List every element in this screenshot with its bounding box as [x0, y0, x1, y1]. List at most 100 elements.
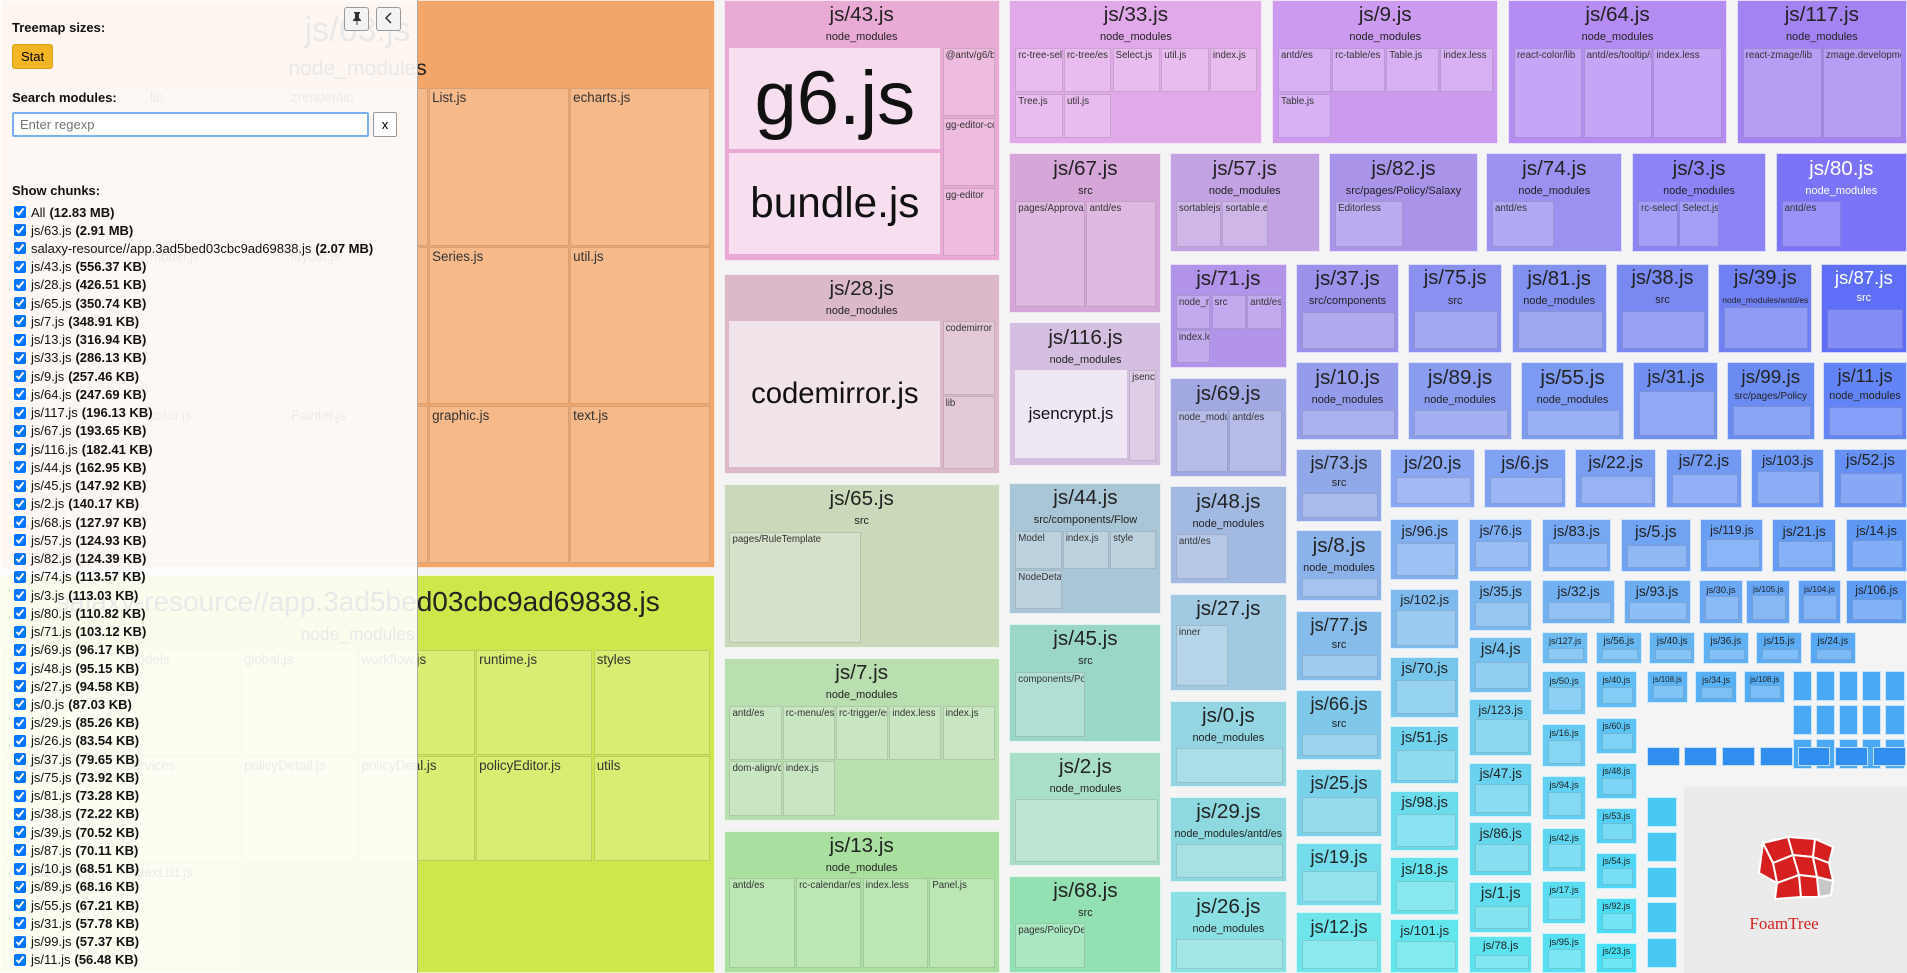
chunk-cell[interactable]: js/52.js	[1834, 448, 1907, 509]
chunk-cell[interactable]: js/40.js	[1595, 671, 1637, 708]
chunk-cell[interactable]: js/74.js node_modules antd/es	[1486, 153, 1623, 252]
chunk-cell[interactable]: js/71.js node_modulessrcantd/es index.less	[1169, 263, 1287, 369]
chunk-cell[interactable]: js/28.js node_modules codemirror.js codemir…	[723, 273, 1000, 475]
chunk-cell[interactable]: js/38.js src	[1616, 263, 1709, 353]
chunk-checkbox[interactable]	[14, 680, 26, 693]
chunk-cell[interactable]: js/53.js	[1595, 807, 1637, 845]
stat-button[interactable]: Stat	[12, 44, 53, 69]
chunk-cell[interactable]: js/50.js	[1542, 671, 1586, 716]
chunk-cell[interactable]: js/80.js node_modules antd/es	[1775, 153, 1907, 252]
chunk-cell[interactable]: js/55.js node_modules	[1521, 362, 1624, 441]
chunk-cell[interactable]: js/26.js node_modules	[1169, 891, 1287, 973]
chunk-checkbox[interactable]	[14, 443, 26, 456]
chunk-cell[interactable]: js/43.js node_modules g6.js bundle.js @antv/…	[723, 0, 1000, 262]
chunk-checkbox[interactable]	[14, 899, 26, 912]
chunk-cell[interactable]: js/108.js	[1646, 671, 1689, 703]
chunk-cell[interactable]: js/0.js node_modules	[1169, 700, 1287, 787]
chunk-cell[interactable]: js/123.js	[1469, 699, 1533, 757]
chunk-cell[interactable]: js/18.js	[1390, 857, 1460, 915]
chunk-cell[interactable]: js/4.js	[1469, 637, 1533, 694]
chunk-cell[interactable]: js/47.js	[1469, 762, 1533, 818]
chunk-cell[interactable]: js/106.js	[1846, 580, 1907, 624]
pin-button[interactable]	[344, 7, 369, 31]
chunk-cell[interactable]: js/34.js	[1695, 671, 1737, 703]
chunk-cell[interactable]: js/72.js	[1666, 448, 1742, 509]
chunk-checkbox[interactable]	[14, 953, 26, 966]
chunk-cell[interactable]: js/13.js node_modules antd/es rc-calendar/e…	[723, 830, 1000, 973]
chunk-cell[interactable]: js/32.js	[1542, 580, 1616, 624]
chunk-cell[interactable]: js/65.js src pages/RuleTemplate	[723, 484, 1000, 649]
chunk-checkbox[interactable]	[14, 917, 26, 930]
collapse-button[interactable]	[376, 7, 401, 31]
clear-button[interactable]: x	[373, 112, 397, 137]
chunk-cell[interactable]: js/93.js	[1623, 580, 1691, 624]
chunk-cell[interactable]: js/29.js node_modules/antd/es	[1169, 796, 1287, 882]
chunk-cell[interactable]: js/42.js	[1542, 828, 1586, 872]
chunk-checkbox[interactable]	[14, 224, 26, 237]
chunk-checkbox[interactable]	[14, 315, 26, 328]
chunk-checkbox[interactable]	[14, 370, 26, 383]
chunk-cell[interactable]: js/21.js	[1772, 519, 1837, 572]
chunk-cell[interactable]: js/45.js src components/PolicyDetail/RuleM…	[1009, 623, 1162, 742]
chunk-cell[interactable]: js/14.js	[1846, 519, 1907, 572]
chunk-checkbox[interactable]	[14, 297, 26, 310]
chunk-cell[interactable]: js/27.js inner	[1169, 593, 1287, 691]
chunk-cell[interactable]: js/23.js	[1595, 942, 1637, 973]
chunk-checkbox[interactable]	[14, 351, 26, 364]
chunk-cell[interactable]: js/60.js	[1595, 717, 1637, 755]
chunk-checkbox[interactable]	[14, 716, 26, 729]
chunk-cell[interactable]: js/8.js node_modules	[1296, 530, 1382, 601]
chunk-cell[interactable]: js/75.js src	[1408, 263, 1502, 353]
chunk-cell[interactable]: js/31.js	[1633, 362, 1719, 441]
chunk-cell[interactable]: js/1.js	[1469, 881, 1533, 933]
chunk-cell[interactable]: js/98.js	[1390, 790, 1460, 852]
chunk-checkbox[interactable]	[14, 844, 26, 857]
chunk-cell[interactable]: js/81.js node_modules	[1511, 263, 1607, 353]
chunk-cell[interactable]: js/70.js	[1390, 656, 1460, 718]
chunk-checkbox[interactable]	[14, 807, 26, 820]
chunk-checkbox[interactable]	[14, 260, 26, 273]
chunk-cell[interactable]: js/11.js node_modules	[1823, 362, 1907, 441]
chunk-checkbox[interactable]	[14, 278, 26, 291]
chunk-cell[interactable]: js/101.js	[1390, 919, 1460, 973]
chunk-cell[interactable]: js/96.js	[1390, 519, 1460, 581]
chunk-cell[interactable]: js/104.js	[1797, 580, 1842, 624]
chunk-cell[interactable]: js/25.js	[1296, 768, 1382, 837]
chunk-cell[interactable]: js/37.js src/components	[1296, 263, 1399, 353]
chunk-cell[interactable]: js/48.js node_modules antd/es	[1169, 486, 1287, 584]
chunk-checkbox[interactable]	[14, 880, 26, 893]
chunk-checkbox[interactable]	[14, 388, 26, 401]
chunk-cell[interactable]: js/22.js	[1574, 448, 1657, 509]
chunk-cell[interactable]: js/17.js	[1542, 880, 1586, 925]
chunk-cell[interactable]: js/78.js	[1469, 936, 1533, 973]
chunk-checkbox[interactable]	[14, 662, 26, 674]
chunk-cell[interactable]: js/64.js node_modules react-color/lib antd/…	[1508, 0, 1727, 144]
chunk-cell[interactable]: js/66.js src	[1296, 689, 1382, 761]
chunk-cell[interactable]: js/33.js node_modules rc-tree-selectrc-tre…	[1009, 0, 1263, 144]
chunk-cell[interactable]: js/89.js node_modules	[1408, 362, 1512, 441]
chunk-cell[interactable]: js/87.js src	[1820, 263, 1907, 353]
chunk-cell[interactable]: js/99.js src/pages/Policy	[1727, 362, 1815, 441]
chunk-cell[interactable]: js/24.js	[1809, 632, 1856, 665]
chunk-cell[interactable]: js/77.js src	[1296, 610, 1382, 682]
chunk-cell[interactable]: js/48.js	[1595, 762, 1637, 800]
chunk-checkbox[interactable]	[14, 516, 26, 529]
chunk-cell[interactable]: js/2.js node_modules	[1009, 751, 1162, 866]
chunk-checkbox[interactable]	[14, 479, 26, 492]
chunk-cell[interactable]: js/108.js	[1744, 671, 1786, 703]
chunk-checkbox[interactable]	[14, 862, 26, 875]
chunk-checkbox[interactable]	[14, 789, 26, 802]
chunk-checkbox[interactable]	[14, 570, 26, 583]
chunk-checkbox[interactable]	[14, 333, 26, 346]
chunk-checkbox[interactable]	[14, 698, 26, 711]
chunk-checkbox[interactable]	[14, 643, 26, 656]
chunk-cell[interactable]: js/6.js	[1483, 448, 1567, 509]
chunk-cell[interactable]: js/54.js	[1595, 852, 1637, 890]
chunk-cell[interactable]: js/12.js	[1296, 912, 1382, 973]
chunk-cell[interactable]: js/117.js node_modules react-zmage/lib zmag…	[1736, 0, 1907, 144]
chunk-checkbox[interactable]	[14, 625, 26, 638]
chunk-cell[interactable]: js/83.js	[1542, 519, 1612, 572]
chunk-cell[interactable]: js/57.js node_modules sortablejs/modularso…	[1169, 153, 1320, 252]
chunk-cell[interactable]: js/95.js	[1542, 932, 1586, 973]
